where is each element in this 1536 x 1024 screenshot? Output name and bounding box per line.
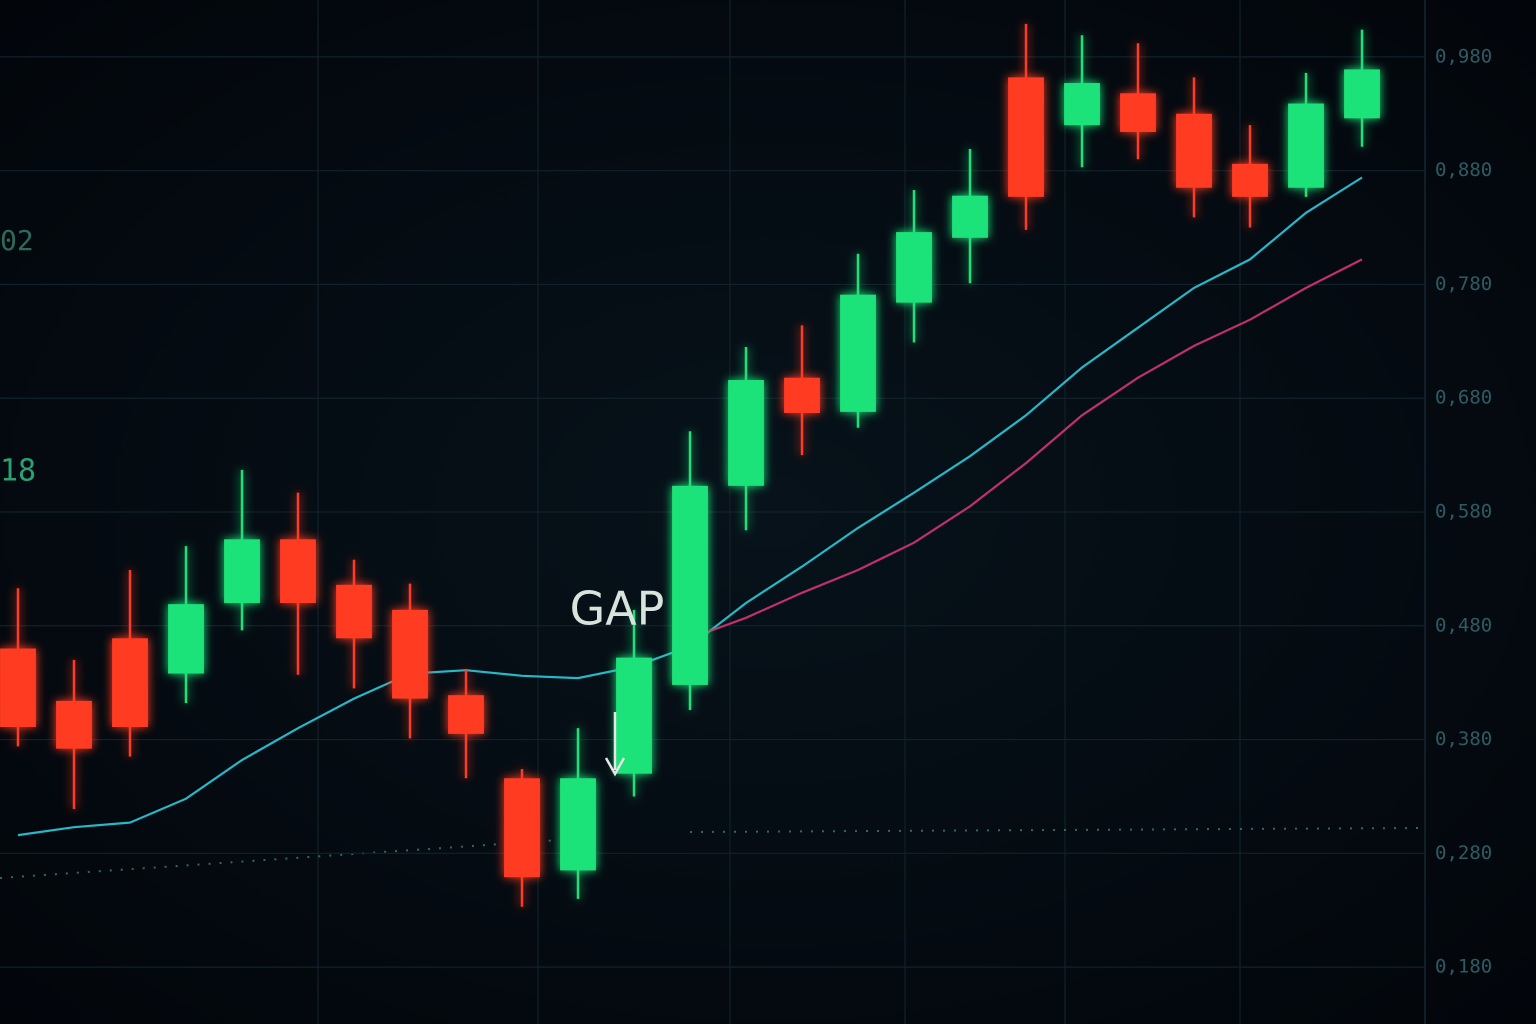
candle-body (896, 232, 932, 303)
candle-body (1008, 77, 1044, 197)
dotted-levels (0, 827, 1421, 879)
y-tick-label: 0,280 (1435, 842, 1492, 864)
candle-body (168, 604, 204, 674)
candle-body (56, 700, 92, 749)
gap-arrow (604, 712, 626, 777)
candle-body (1176, 113, 1212, 188)
candle-body (448, 695, 484, 734)
candle-body (784, 377, 820, 414)
candle-body (1344, 69, 1380, 119)
candle-body (672, 485, 708, 685)
candle-body (336, 584, 372, 639)
candle-body (224, 539, 260, 604)
candle-body (728, 380, 764, 486)
candle-body (1120, 93, 1156, 132)
y-tick-label: 0,980 (1435, 45, 1492, 67)
candle-body (952, 195, 988, 238)
y-axis: 0,980 0,880 0,780 0,680 0,580 0,480 0,380 0,280… (1435, 45, 1492, 977)
y-tick-label: 0,880 (1435, 159, 1492, 181)
y-tick-label: 0,580 (1435, 501, 1492, 523)
candle-body (1064, 83, 1100, 126)
candle-body (560, 778, 596, 871)
side-label: 18 (0, 454, 36, 489)
y-tick-label: 0,480 (1435, 614, 1492, 636)
candle-body (0, 648, 36, 728)
candle-body (112, 638, 148, 728)
y-tick-label: 0,180 (1435, 956, 1492, 978)
side-label: 02 (0, 224, 34, 257)
candle-body (840, 294, 876, 412)
candle-body (504, 778, 540, 878)
moving-average (689, 258, 1363, 640)
y-tick-label: 0,780 (1435, 273, 1492, 295)
candle-body (392, 609, 428, 699)
candle-body (280, 539, 316, 604)
candle-body (1288, 103, 1324, 188)
gap-label: GAP (570, 582, 665, 636)
y-tick-label: 0,380 (1435, 728, 1492, 750)
candles (0, 23, 1380, 907)
candle-body (1232, 163, 1268, 197)
y-tick-label: 0,680 (1435, 387, 1492, 409)
grid (0, 56, 1425, 968)
candle-body (616, 657, 652, 774)
